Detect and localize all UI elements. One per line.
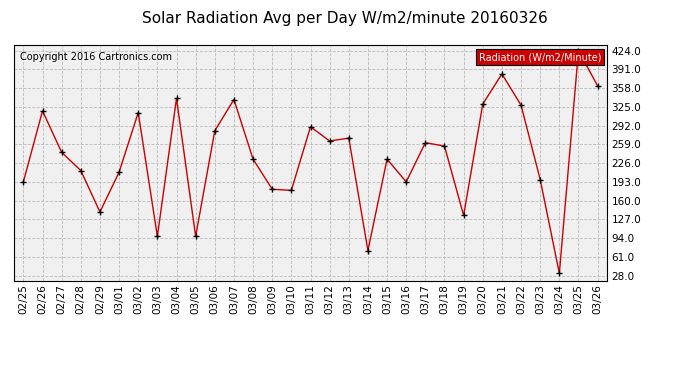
- Text: Copyright 2016 Cartronics.com: Copyright 2016 Cartronics.com: [20, 52, 172, 62]
- Text: Solar Radiation Avg per Day W/m2/minute 20160326: Solar Radiation Avg per Day W/m2/minute …: [142, 11, 548, 26]
- Text: Radiation (W/m2/Minute): Radiation (W/m2/Minute): [479, 52, 601, 62]
